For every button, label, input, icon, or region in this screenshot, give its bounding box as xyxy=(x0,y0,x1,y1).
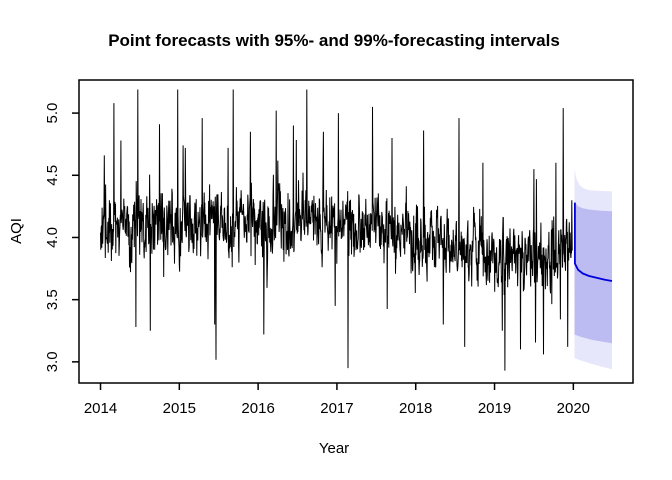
x-axis-label: Year xyxy=(319,440,349,457)
y-axis-ticks: 3.0 3.5 4.0 4.5 5.0 xyxy=(44,103,79,372)
chart-title: Point forecasts with 95%- and 99%-foreca… xyxy=(108,31,560,50)
x-tick-label: 2020 xyxy=(557,400,590,417)
x-tick-label: 2016 xyxy=(241,400,274,417)
point-forecast-line xyxy=(574,202,613,282)
forecast-mean-line xyxy=(574,202,613,282)
y-tick-label: 3.5 xyxy=(44,289,61,310)
forecast-interval-bands xyxy=(574,169,612,370)
x-tick-label: 2018 xyxy=(399,400,432,417)
plot-border xyxy=(78,79,634,384)
observed-aqi-line xyxy=(100,89,573,371)
y-tick-label: 5.0 xyxy=(44,103,61,124)
x-tick-label: 2019 xyxy=(478,400,511,417)
y-tick-label: 4.0 xyxy=(44,227,61,248)
y-tick-label: 3.0 xyxy=(44,351,61,372)
y-tick-label: 4.5 xyxy=(44,165,61,186)
x-tick-label: 2014 xyxy=(84,400,117,417)
x-tick-label: 2015 xyxy=(163,400,196,417)
x-axis-ticks: 2014 2015 2016 2017 2018 2019 2020 xyxy=(84,383,590,417)
observed-series xyxy=(100,89,573,371)
x-tick-label: 2017 xyxy=(320,400,353,417)
interval-band-95 xyxy=(574,202,612,344)
y-axis-label: AQI xyxy=(8,218,25,244)
